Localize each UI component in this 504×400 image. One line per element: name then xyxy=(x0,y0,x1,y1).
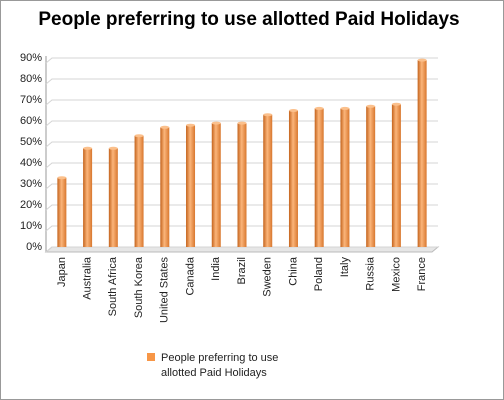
bar xyxy=(211,123,221,247)
grid-line xyxy=(45,120,438,127)
y-tick-label: 20% xyxy=(20,199,42,211)
bar-top xyxy=(57,176,67,180)
x-tick-label: Mexico xyxy=(390,257,402,292)
grid-line xyxy=(45,204,438,211)
grid-line xyxy=(45,141,438,148)
bar xyxy=(340,108,350,248)
bar xyxy=(83,148,93,247)
x-tick-label: South Africa xyxy=(107,256,119,316)
bar-top xyxy=(288,109,298,112)
y-tick-label: 50% xyxy=(20,136,42,148)
bar-top xyxy=(108,146,118,150)
bar xyxy=(160,127,170,247)
x-tick-label: India xyxy=(210,256,222,281)
y-tick-label: 40% xyxy=(20,157,42,169)
x-tick-label: Russia xyxy=(365,256,377,291)
x-tick-label: Poland xyxy=(313,257,325,291)
grid-line xyxy=(45,57,438,64)
grid-line xyxy=(45,183,438,190)
bar-top xyxy=(83,146,93,150)
bar-top xyxy=(340,106,350,110)
grid-line xyxy=(45,225,438,232)
bar-top xyxy=(263,113,273,117)
bar-top xyxy=(186,123,196,127)
bar-top xyxy=(366,104,376,108)
x-tick-label: France xyxy=(416,257,428,291)
plot-floor xyxy=(44,246,440,253)
x-tick-label: United States xyxy=(159,257,171,324)
x-tick-label: Brazil xyxy=(236,257,248,285)
grid-line xyxy=(45,162,438,169)
x-tick-label: Australia xyxy=(82,256,94,300)
x-tick-label: Canada xyxy=(184,256,196,295)
grid-line xyxy=(45,246,438,253)
bar xyxy=(237,123,247,247)
bar xyxy=(186,125,196,247)
bar xyxy=(288,110,298,247)
bar xyxy=(108,148,118,247)
y-tick-label: 10% xyxy=(20,220,42,232)
x-tick-label: Japan xyxy=(56,257,68,287)
grid-line xyxy=(45,99,438,106)
bar-top xyxy=(314,106,324,110)
y-tick-label: 0% xyxy=(26,241,42,253)
y-tick-label: 70% xyxy=(20,94,42,106)
legend-label: People preferring to use allotted Paid H… xyxy=(161,352,279,379)
y-tick-label: 30% xyxy=(20,178,42,190)
grid-line xyxy=(45,78,438,85)
x-tick-label: China xyxy=(287,256,299,286)
x-tick-label: Italy xyxy=(339,257,351,278)
chart-title: People preferring to use allotted Paid H… xyxy=(38,9,459,30)
legend-swatch xyxy=(147,353,155,361)
bar-top xyxy=(417,58,427,62)
bar-top xyxy=(160,125,170,129)
bar xyxy=(134,135,144,247)
bar xyxy=(314,108,324,248)
bar xyxy=(263,114,273,247)
y-tick-label: 60% xyxy=(20,115,42,127)
bar xyxy=(57,177,67,247)
x-tick-label: South Korea xyxy=(133,256,145,318)
y-tick-label: 80% xyxy=(20,73,42,85)
bar xyxy=(366,106,376,247)
bar xyxy=(391,104,401,247)
bar-top xyxy=(211,121,221,125)
bar-top xyxy=(134,134,144,138)
y-tick-label: 90% xyxy=(20,52,42,64)
bar-top xyxy=(237,121,247,125)
bar-top xyxy=(391,102,401,106)
x-tick-label: Sweden xyxy=(262,257,274,297)
bar xyxy=(417,60,427,247)
